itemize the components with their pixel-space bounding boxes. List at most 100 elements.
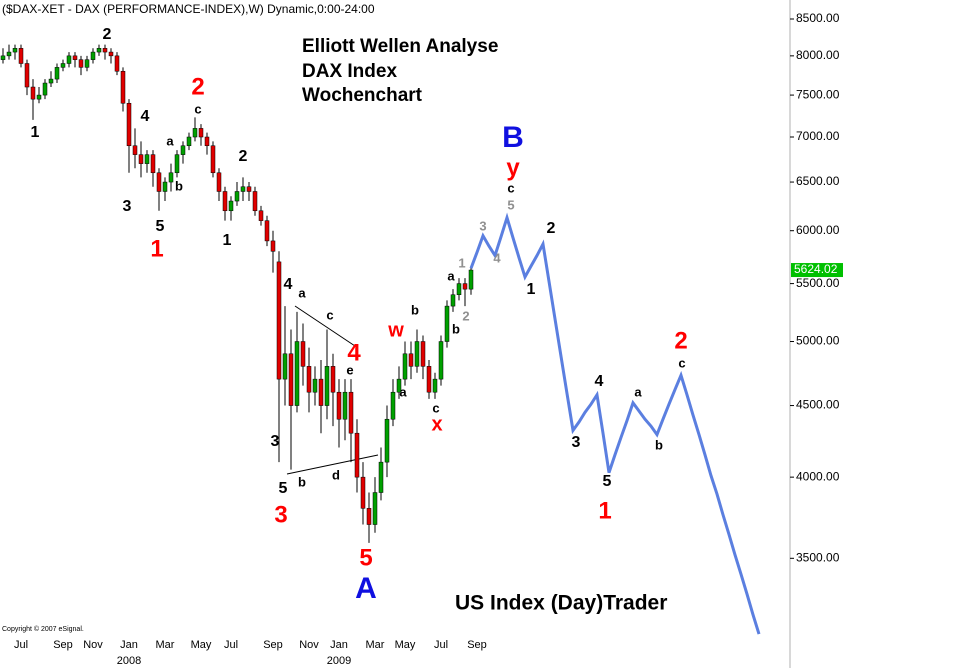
y-tick-label: 4000.00 xyxy=(796,469,840,483)
wave-label: a xyxy=(447,268,455,283)
x-tick-label: May xyxy=(395,639,416,651)
wave-label: B xyxy=(502,121,524,154)
title-line: Elliott Wellen Analyse xyxy=(302,36,498,57)
candle-body xyxy=(306,366,312,393)
wave-label: 5 xyxy=(359,544,372,571)
x-year-label: 2008 xyxy=(117,655,141,667)
candle-body xyxy=(240,186,246,192)
candle-body xyxy=(462,283,468,290)
x-tick-label: Sep xyxy=(263,639,283,651)
candle-body xyxy=(210,145,216,174)
candle-body xyxy=(0,55,6,60)
candle-body xyxy=(198,128,204,138)
wave-label: 2 xyxy=(191,73,204,100)
candle-body xyxy=(414,341,420,367)
candle-body xyxy=(228,200,234,212)
x-tick-label: Jan xyxy=(330,639,348,651)
wave-label: c xyxy=(678,355,685,370)
x-tick-label: Sep xyxy=(53,639,73,651)
wave-label: 4 xyxy=(284,276,293,293)
candle-body xyxy=(408,353,414,367)
wave-label: 3 xyxy=(572,434,581,451)
wave-label: 3 xyxy=(479,218,486,233)
candle-body xyxy=(162,181,168,192)
y-tick-label: 3500.00 xyxy=(796,550,840,564)
candle-body xyxy=(456,283,462,295)
candle-body xyxy=(342,391,348,420)
y-tick-label: 8500.00 xyxy=(796,11,840,25)
x-tick-label: Jan xyxy=(120,639,138,651)
candle-body xyxy=(264,220,270,242)
wave-label: x xyxy=(431,413,442,435)
x-tick-label: Jul xyxy=(14,639,28,651)
candle-body xyxy=(84,59,90,68)
candle-body xyxy=(444,305,450,342)
candle-body xyxy=(180,145,186,155)
candle-body xyxy=(126,102,132,147)
candle-body xyxy=(234,191,240,202)
wave-label: 1 xyxy=(458,255,465,270)
wave-label: 2 xyxy=(547,220,556,237)
wave-label: c xyxy=(507,180,514,195)
candle-body xyxy=(6,51,12,57)
wave-label: c xyxy=(194,101,201,116)
candle-body xyxy=(204,136,210,147)
x-year-label: 2009 xyxy=(327,655,351,667)
x-tick-label: May xyxy=(191,639,212,651)
candle-body xyxy=(468,269,474,290)
wave-label: 1 xyxy=(150,235,163,262)
candle-body xyxy=(372,492,378,525)
candle-body xyxy=(120,70,126,104)
candle-body xyxy=(378,461,384,493)
candle-body xyxy=(294,341,300,406)
candle-body xyxy=(216,172,222,192)
wave-label: 5 xyxy=(507,197,514,212)
candle-body xyxy=(324,366,330,406)
candle-body xyxy=(354,432,360,478)
candle-body xyxy=(30,86,36,100)
x-tick-label: Mar xyxy=(366,639,385,651)
x-tick-label: Nov xyxy=(299,639,319,651)
candle-body xyxy=(90,51,96,60)
candle-body xyxy=(366,508,372,525)
wave-label: 1 xyxy=(598,497,611,524)
wave-label: b xyxy=(452,321,460,336)
wave-label: 2 xyxy=(462,308,469,323)
candle-body xyxy=(114,55,120,72)
candle-body xyxy=(282,353,288,380)
candle-body xyxy=(150,154,156,174)
candle-body xyxy=(270,240,276,252)
candle-body xyxy=(252,191,258,212)
watermark: US Index (Day)Trader xyxy=(455,592,667,615)
wave-label: 1 xyxy=(527,281,536,298)
candle-body xyxy=(96,48,102,53)
candle-body xyxy=(132,145,138,155)
candle-body xyxy=(396,378,402,393)
y-tick-label: 7500.00 xyxy=(796,87,840,101)
wave-label: 2 xyxy=(674,327,687,354)
candle-body xyxy=(420,341,426,367)
candle-body xyxy=(438,341,444,380)
x-tick-label: Jul xyxy=(224,639,238,651)
y-tick-label: 7000.00 xyxy=(796,129,840,143)
wave-label: e xyxy=(346,362,353,377)
candle-body xyxy=(300,341,306,367)
candle-body xyxy=(432,378,438,393)
wave-label: y xyxy=(506,154,520,181)
candle-body xyxy=(312,378,318,393)
wave-label: a xyxy=(634,384,642,399)
wave-label: b xyxy=(411,302,419,317)
header: ($DAX-XET - DAX (PERFORMANCE-INDEX),W) D… xyxy=(2,2,375,16)
candle-body xyxy=(402,353,408,380)
candle-body xyxy=(168,172,174,183)
wave-label: a xyxy=(399,384,407,399)
projection-line xyxy=(469,212,761,635)
wave-label: 3 xyxy=(274,501,287,528)
candle-body xyxy=(348,391,354,434)
wave-label: b xyxy=(298,474,306,489)
candle-body xyxy=(450,294,456,307)
wave-label: 4 xyxy=(141,108,150,125)
candle-body xyxy=(78,59,84,68)
last-price-box xyxy=(791,263,843,278)
wave-label: 1 xyxy=(31,124,40,141)
